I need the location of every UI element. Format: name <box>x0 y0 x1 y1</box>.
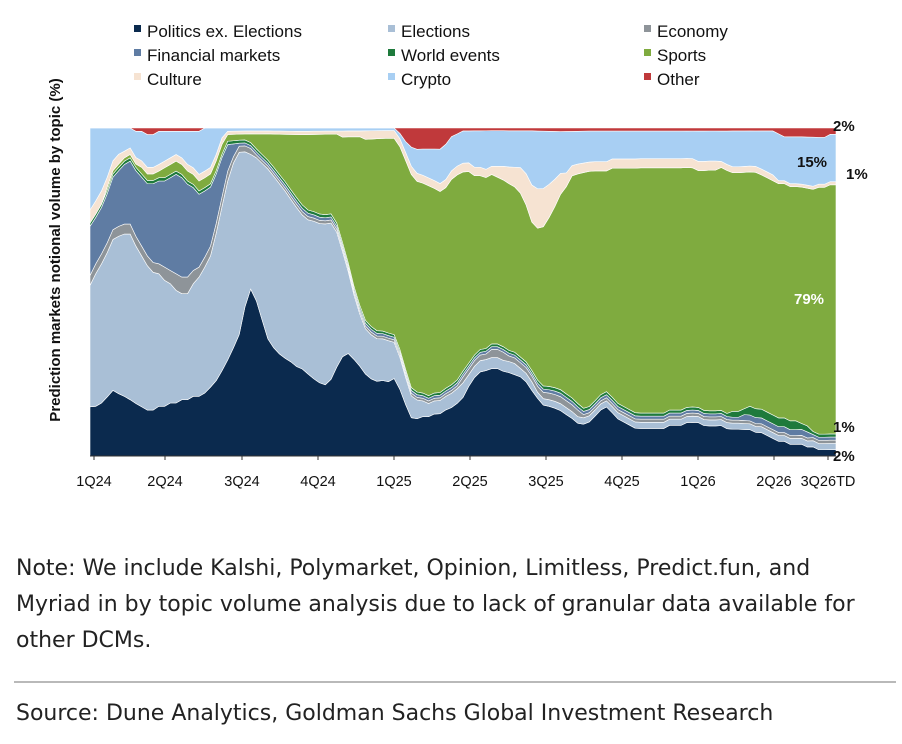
share-annotation: 2% <box>833 118 855 135</box>
share-annotation: 79% <box>794 291 824 308</box>
stacked-areas <box>89 127 837 457</box>
legend-label-culture: Culture <box>147 70 202 89</box>
share-annotation: 1% <box>833 419 855 436</box>
share-annotation: 2% <box>833 448 855 465</box>
legend-swatch-sports <box>644 49 651 56</box>
divider <box>14 681 896 683</box>
x-tick-label: 2Q26 <box>756 474 791 490</box>
legend-label-politics-ex-elections: Politics ex. Elections <box>147 22 302 41</box>
x-tick-label: 4Q25 <box>604 474 639 490</box>
x-tick-label: 2Q24 <box>147 474 182 490</box>
legend-label-elections: Elections <box>401 22 470 41</box>
legend-label-world-events: World events <box>401 46 500 65</box>
x-tick-label: 3Q25 <box>528 474 563 490</box>
legend-swatch-elections <box>388 25 395 32</box>
x-tick-label: 2Q25 <box>452 474 487 490</box>
legend-label-other: Other <box>657 70 700 89</box>
x-tick-label: 1Q24 <box>76 474 111 490</box>
legend-swatch-world-events <box>388 49 395 56</box>
legend-swatch-politics-ex-elections <box>134 25 141 32</box>
legend-label-financial-markets: Financial markets <box>147 46 280 65</box>
legend-swatch-crypto <box>388 73 395 80</box>
chart-note: Note: We include Kalshi, Polymarket, Opi… <box>16 556 855 653</box>
x-tick-label: 1Q26 <box>680 474 715 490</box>
legend-swatch-culture <box>134 73 141 80</box>
x-tick-label: 3Q24 <box>224 474 259 490</box>
chart-source: Source: Dune Analytics, Goldman Sachs Gl… <box>16 701 774 726</box>
share-annotation: 15% <box>797 154 827 171</box>
x-tick-label: 4Q24 <box>300 474 335 490</box>
legend-label-sports: Sports <box>657 46 706 65</box>
legend-swatch-economy <box>644 25 651 32</box>
stacked-area-chart: Politics ex. Elections Elections Economy Fi… <box>47 22 868 490</box>
y-axis-label: Prediction markets notional volume by to… <box>47 78 64 421</box>
legend-swatch-other <box>644 73 651 80</box>
x-tick-label: 3Q26TD <box>801 474 856 490</box>
x-axis-ticks: 1Q24 2Q24 3Q24 4Q24 1Q25 2Q25 3Q25 4Q25 1Q26 2Q26… <box>76 456 855 490</box>
legend-label-economy: Economy <box>657 22 728 41</box>
legend-label-crypto: Crypto <box>401 70 451 89</box>
chart-legend: Politics ex. Elections Elections Economy Fi… <box>134 22 728 89</box>
x-tick-label: 1Q25 <box>376 474 411 490</box>
legend-swatch-financial-markets <box>134 49 141 56</box>
chart-annotations: 2% 15% 1% 79% 1% 2% <box>794 118 868 465</box>
area-other <box>90 127 837 150</box>
share-annotation: 1% <box>846 166 868 183</box>
